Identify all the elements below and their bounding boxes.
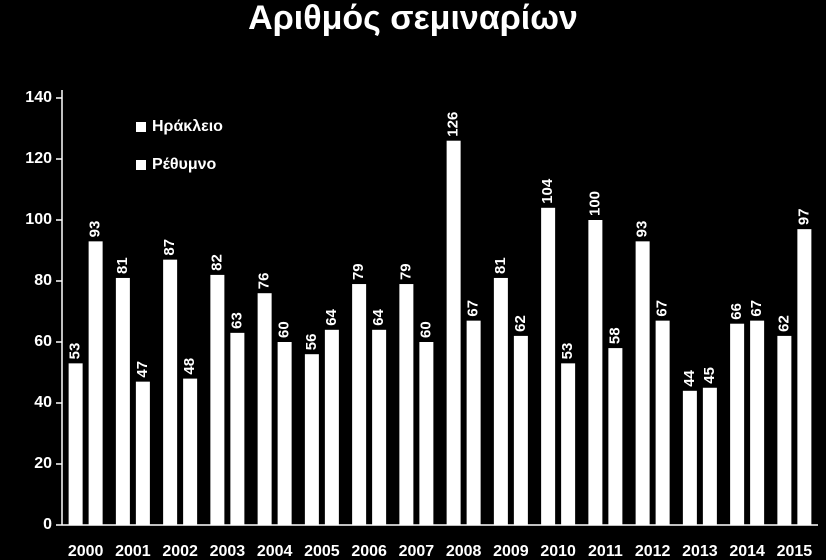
value-label: 60	[276, 321, 293, 338]
x-tick-label: 2002	[162, 543, 198, 560]
x-tick-label: 2001	[115, 543, 151, 560]
value-label: 67	[654, 300, 671, 317]
bar	[446, 140, 461, 525]
bar	[399, 284, 414, 525]
value-label: 62	[775, 315, 792, 332]
value-label: 76	[256, 273, 273, 290]
legend-swatch	[136, 160, 146, 170]
y-tick-label: 140	[25, 89, 52, 106]
value-label: 45	[701, 367, 718, 384]
y-tick-label: 40	[34, 394, 52, 411]
value-label: 63	[228, 312, 245, 329]
x-tick-label: 2012	[635, 543, 671, 560]
bar	[230, 332, 245, 525]
bar	[304, 354, 319, 525]
value-label: 64	[323, 308, 340, 325]
value-label: 53	[67, 343, 84, 360]
bar	[493, 277, 508, 525]
x-tick-label: 2000	[68, 543, 104, 560]
bar	[561, 363, 576, 525]
x-tick-label: 2004	[257, 543, 293, 560]
value-label: 66	[728, 303, 745, 320]
value-label: 81	[114, 257, 131, 274]
bar	[210, 274, 225, 525]
value-label: 67	[748, 300, 765, 317]
bar	[88, 241, 103, 525]
bar	[419, 342, 434, 525]
bar	[588, 220, 603, 525]
value-label: 81	[492, 257, 509, 274]
value-label: 47	[134, 361, 151, 378]
value-label: 97	[795, 208, 812, 225]
value-label: 67	[465, 300, 482, 317]
legend-label: Ηράκλειο	[152, 118, 223, 135]
x-tick-label: 2011	[588, 543, 623, 560]
x-tick-label: 2014	[729, 543, 765, 560]
legend-label: Ρέθυμνο	[152, 156, 217, 173]
x-tick-label: 2010	[540, 543, 576, 560]
x-tick-label: 2008	[446, 543, 482, 560]
value-label: 58	[606, 327, 623, 344]
value-label: 48	[181, 358, 198, 375]
value-label: 56	[303, 334, 320, 351]
value-label: 100	[586, 191, 603, 216]
value-label: 64	[370, 308, 387, 325]
value-label: 104	[539, 178, 556, 204]
bar	[324, 329, 339, 525]
value-label: 44	[681, 369, 698, 386]
bar	[682, 390, 697, 525]
value-label: 82	[208, 254, 225, 271]
bar	[135, 381, 150, 525]
bar	[277, 342, 292, 525]
y-tick-label: 80	[34, 272, 52, 289]
bar	[655, 320, 670, 525]
x-tick-label: 2005	[304, 543, 340, 560]
bar	[68, 363, 83, 525]
bar	[777, 335, 792, 525]
bar	[183, 378, 198, 525]
bar	[352, 284, 367, 525]
y-tick-label: 60	[34, 333, 52, 350]
x-tick-label: 2003	[210, 543, 246, 560]
x-tick-label: 2006	[351, 543, 387, 560]
value-label: 93	[634, 221, 651, 238]
value-label: 126	[445, 112, 462, 137]
value-label: 79	[397, 263, 414, 280]
bar	[635, 241, 650, 525]
bar	[163, 259, 178, 525]
bar	[513, 335, 528, 525]
value-label: 60	[417, 321, 434, 338]
value-label: 87	[161, 239, 178, 256]
y-tick-label: 0	[43, 516, 52, 533]
x-tick-label: 2013	[682, 543, 718, 560]
legend-swatch	[136, 122, 146, 132]
bar	[115, 277, 130, 525]
value-label: 93	[87, 221, 104, 238]
bar	[750, 320, 765, 525]
bar	[730, 323, 745, 525]
x-tick-label: 2015	[777, 543, 813, 560]
value-label: 79	[350, 263, 367, 280]
bar	[541, 207, 556, 526]
x-tick-label: 2007	[399, 543, 435, 560]
bar	[257, 293, 272, 525]
bar	[608, 348, 623, 525]
bar	[702, 387, 717, 525]
chart-title: Αριθμός σεμιναρίων	[248, 0, 578, 37]
bar	[372, 329, 387, 525]
bar	[466, 320, 481, 525]
x-tick-label: 2009	[493, 543, 529, 560]
y-tick-label: 120	[25, 150, 52, 167]
value-label: 53	[559, 343, 576, 360]
y-tick-label: 20	[34, 455, 52, 472]
y-tick-label: 100	[25, 211, 52, 228]
value-label: 62	[512, 315, 529, 332]
bar	[797, 229, 812, 525]
